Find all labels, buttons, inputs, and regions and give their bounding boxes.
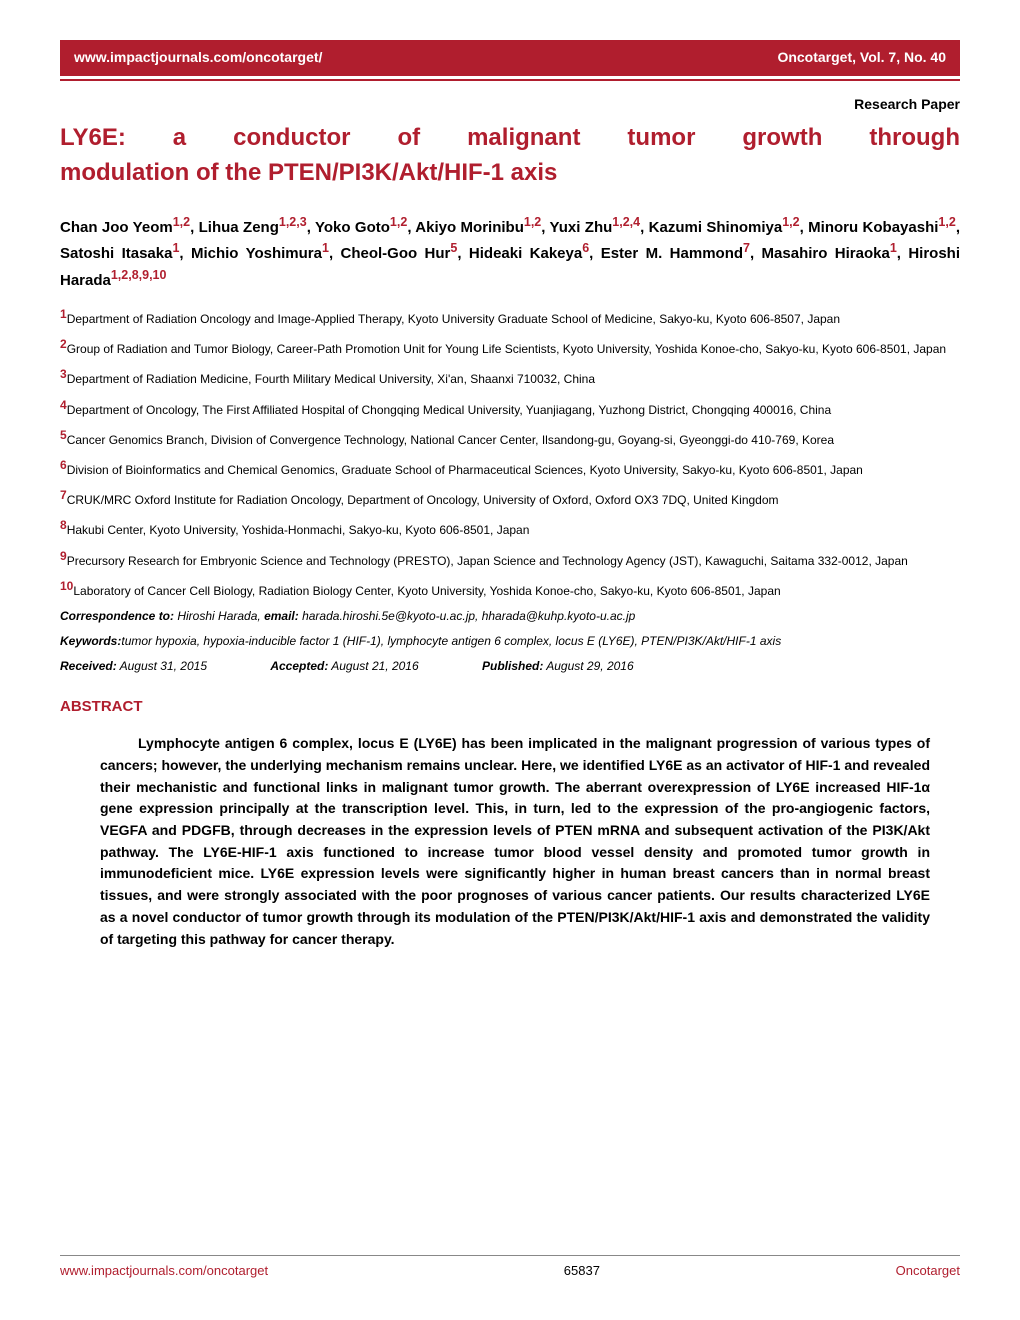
header-divider [60,79,960,81]
affiliation-2: 2Group of Radiation and Tumor Biology, C… [60,336,960,357]
abstract-heading: ABSTRACT [60,696,960,717]
footer-journal: Oncotarget [896,1262,960,1280]
footer-url: www.impactjournals.com/oncotarget [60,1262,268,1280]
affiliation-10: 10Laboratory of Cancer Cell Biology, Rad… [60,578,960,599]
dates: Received: August 31, 2015 Accepted: Augu… [60,658,960,675]
abstract-text: Lymphocyte antigen 6 complex, locus E (L… [60,733,960,950]
correspondence: Correspondence to: Hiroshi Harada, email… [60,608,960,625]
affiliation-7: 7CRUK/MRC Oxford Institute for Radiation… [60,487,960,508]
footer: www.impactjournals.com/oncotarget 65837 … [60,1255,960,1280]
keywords: Keywords: tumor hypoxia, hypoxia-inducib… [60,633,960,650]
authors: Chan Joo Yeom1,2, Lihua Zeng1,2,3, Yoko … [60,213,960,293]
affiliation-1: 1Department of Radiation Oncology and Im… [60,306,960,327]
keywords-label: Keywords: [60,634,121,648]
footer-page: 65837 [564,1262,600,1280]
header-url: www.impactjournals.com/oncotarget/ [74,48,322,68]
affiliation-4: 4Department of Oncology, The First Affil… [60,397,960,418]
header-bar: www.impactjournals.com/oncotarget/ Oncot… [60,40,960,76]
affiliation-5: 5Cancer Genomics Branch, Division of Con… [60,427,960,448]
affiliation-8: 8Hakubi Center, Kyoto University, Yoshid… [60,517,960,538]
affiliation-6: 6Division of Bioinformatics and Chemical… [60,457,960,478]
header-journal: Oncotarget, Vol. 7, No. 40 [777,48,946,68]
paper-type: Research Paper [60,95,960,115]
paper-title-line2: modulation of the PTEN/PI3K/Akt/HIF-1 ax… [60,157,960,188]
paper-title-line1: LY6E: a conductor of malignant tumor gro… [60,122,960,153]
affiliation-3: 3Department of Radiation Medicine, Fourt… [60,366,960,387]
affiliation-9: 9Precursory Research for Embryonic Scien… [60,548,960,569]
correspondence-label: Correspondence to: [60,609,174,623]
